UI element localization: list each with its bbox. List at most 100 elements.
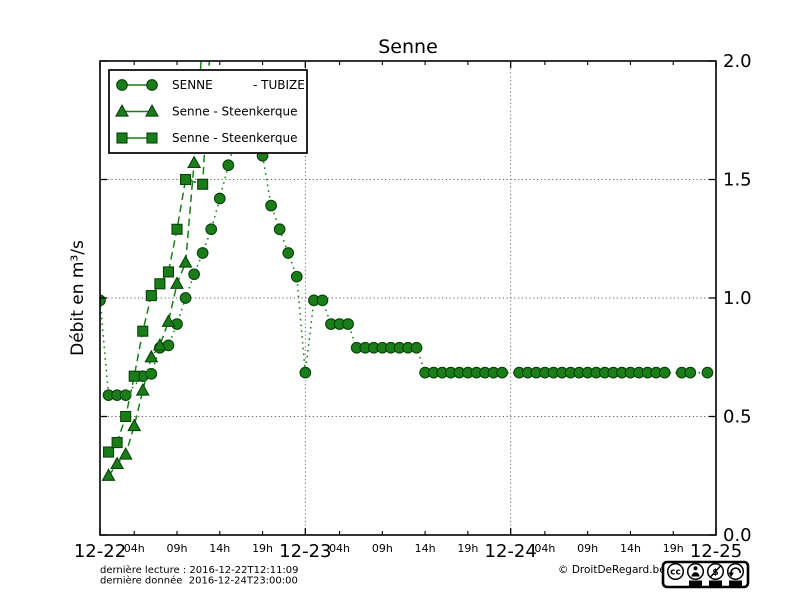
circle-marker <box>119 389 132 402</box>
square-marker <box>146 132 158 144</box>
triangle-marker <box>197 31 209 42</box>
triangle-marker <box>187 155 202 169</box>
circle-marker <box>496 366 508 379</box>
circle-marker <box>316 294 329 307</box>
circle-marker <box>146 79 158 91</box>
x-hour-tick-label: 04h <box>329 542 350 555</box>
non-commercial-dollar-icon: $ <box>712 568 718 578</box>
triangle-marker <box>101 468 116 481</box>
triangle-marker <box>127 418 142 432</box>
y-tick-label: 2.0 <box>723 51 752 72</box>
circle-marker <box>265 199 277 212</box>
circle-marker <box>342 318 354 330</box>
legend-label: Senne - Steenkerque <box>172 105 297 119</box>
x-hour-tick-label: 19h <box>663 542 684 555</box>
axis-ticks <box>99 60 717 536</box>
series-triangle <box>101 31 209 481</box>
square-marker <box>180 173 192 186</box>
triangle-marker <box>115 104 129 117</box>
x-hour-tick-label: 14h <box>415 542 436 555</box>
x-day-tick-label: 12-22 <box>74 541 126 562</box>
circle-marker <box>196 247 209 259</box>
circle-marker <box>205 223 218 236</box>
circle-marker <box>684 366 697 379</box>
square-marker <box>162 266 174 278</box>
badge-label-box <box>689 580 702 587</box>
circle-marker <box>145 367 158 380</box>
x-hour-tick-label: 04h <box>124 542 145 555</box>
square-marker <box>111 437 123 449</box>
x-hour-tick-label: 19h <box>252 542 273 555</box>
share-alike-arrow-icon <box>726 562 745 581</box>
y-tick-label: 0.0 <box>723 525 752 546</box>
circle-marker <box>222 159 235 172</box>
x-hour-tick-label: 04h <box>534 542 555 555</box>
axis-tick-labels: 12-22 12-23 12-24 12-25 04h 09h 14h 19h 04h 09h 14… <box>74 51 752 562</box>
x-hour-tick-label: 09h <box>372 542 393 555</box>
attribution-person-icon <box>691 572 700 577</box>
x-day-tick-label: 12-24 <box>485 541 537 562</box>
x-day-tick-label: 12-23 <box>279 541 331 562</box>
cc-icon <box>666 562 685 581</box>
series-line <box>108 61 211 453</box>
footer: dernière lecture : 2016-12-22T12:11:09 d… <box>100 564 666 587</box>
square-marker <box>116 132 128 144</box>
square-marker <box>197 178 209 190</box>
series-square <box>103 20 216 458</box>
circle-marker <box>179 292 192 304</box>
x-day-tick-label: 12-25 <box>690 541 742 562</box>
cc-icon: cc <box>670 568 681 578</box>
badge-label-box <box>709 580 722 587</box>
circle-marker <box>213 192 226 205</box>
triangle-marker <box>152 337 167 351</box>
square-marker <box>137 325 149 337</box>
legend-label: Senne - Steenkerque <box>172 131 297 145</box>
data-series <box>100 20 714 481</box>
badge-border <box>661 560 750 589</box>
last-reading-text: dernière lecture : 2016-12-22T12:11:09 <box>100 564 299 576</box>
chart-title: Senne <box>378 36 438 58</box>
circle-marker <box>290 270 303 283</box>
x-hour-tick-label: 14h <box>209 542 230 555</box>
share-alike-arrowhead <box>728 572 734 577</box>
circle-marker <box>116 79 128 91</box>
circle-marker <box>299 366 312 379</box>
badge-label: BY <box>692 582 700 588</box>
triangle-marker <box>161 314 176 327</box>
series-line <box>100 113 708 396</box>
square-marker <box>145 290 157 302</box>
attribution-person-icon <box>693 566 698 571</box>
badge-label: NC <box>712 582 720 588</box>
circle-marker <box>273 223 286 236</box>
triangle-marker <box>170 276 184 289</box>
x-hour-tick-label: 09h <box>167 542 188 555</box>
triangle-marker <box>178 255 193 268</box>
x-hour-tick-label: 19h <box>457 542 478 555</box>
cc-license-badge: cc $ BY NC SA <box>661 560 750 589</box>
square-marker <box>154 278 166 290</box>
y-tick-label: 0.5 <box>723 407 752 428</box>
square-marker <box>120 410 132 423</box>
y-axis-label: Débit en m³/s <box>68 240 88 356</box>
circle-marker <box>410 341 423 354</box>
attribution-person-icon <box>686 562 705 581</box>
circle-marker <box>188 268 200 281</box>
square-marker <box>103 446 115 458</box>
x-hour-tick-label: 09h <box>577 542 598 555</box>
legend-label: SENNE <box>172 78 213 92</box>
triangle-marker <box>144 349 159 363</box>
square-marker <box>128 370 140 382</box>
last-data-text: dernière donnée 2016-12-24T23:00:00 <box>100 575 298 587</box>
copyright-text: © DroitDeRegard.be <box>558 564 666 576</box>
non-commercial-slash <box>709 565 722 578</box>
square-marker <box>206 20 216 30</box>
circle-marker <box>282 247 295 259</box>
legend-label: - TUBIZE <box>253 78 305 92</box>
badge-label: SA <box>732 582 740 588</box>
legend: SENNE - TUBIZE Senne - Steenkerque Senne - … <box>108 69 308 154</box>
y-tick-label: 1.0 <box>723 288 752 309</box>
y-tick-label: 1.5 <box>723 170 752 191</box>
circle-marker <box>658 366 671 379</box>
